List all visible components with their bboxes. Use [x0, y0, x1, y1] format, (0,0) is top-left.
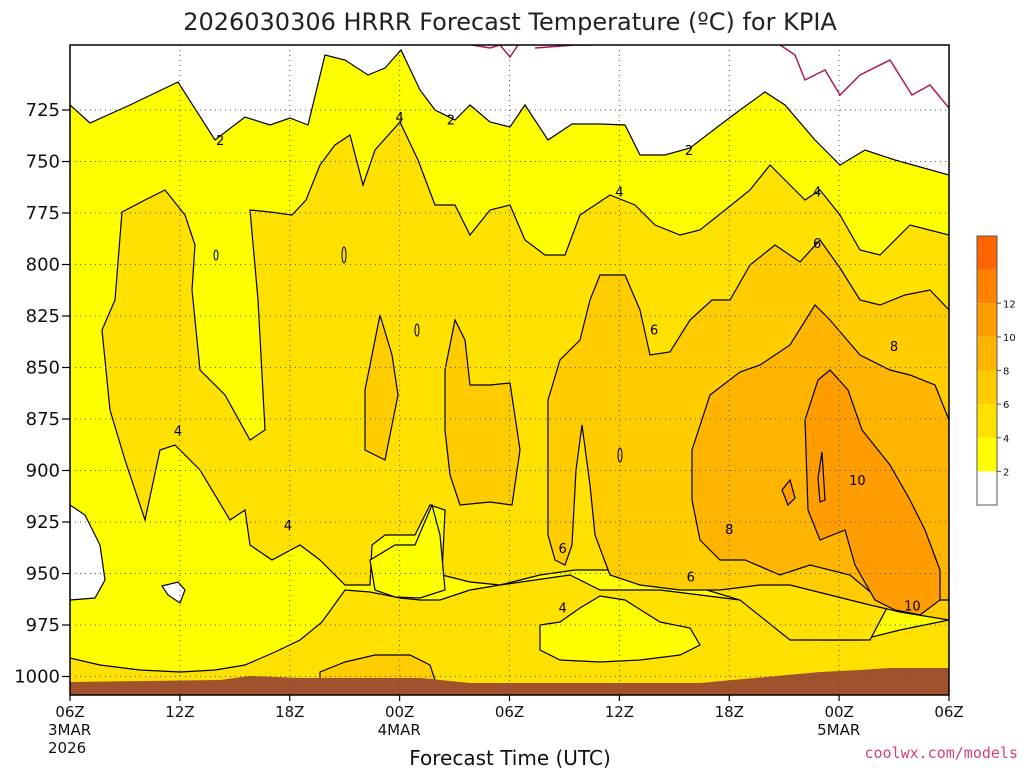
band-10c — [804, 369, 941, 616]
band-6c-pocket-a — [364, 314, 399, 461]
contour-label: 2 — [216, 134, 224, 149]
y-tick-label: 875 — [26, 409, 60, 430]
band-2c-pocket — [369, 503, 446, 599]
contour-label: 6 — [687, 571, 695, 586]
x-tick-sublabel: 5MAR — [817, 721, 860, 739]
freezing-line-2 — [779, 45, 949, 109]
legend-swatch — [977, 471, 997, 505]
x-tick-label: 06Z — [934, 703, 963, 721]
contour-label: 2 — [447, 113, 455, 128]
x-tick-sublabel: 3MAR — [48, 721, 91, 739]
contour-label: 6 — [650, 323, 658, 338]
x-tick-label: 06Z — [495, 703, 524, 721]
contour-label: 4 — [174, 424, 182, 439]
contour-label: 10 — [849, 474, 866, 489]
legend-swatch — [977, 370, 997, 405]
legend-swatch — [977, 404, 997, 438]
x-tick-label: 00Z — [824, 703, 853, 721]
y-axis: 725 750 775 800 825 850 875 900 925 950 975 1000 — [14, 100, 70, 688]
legend-swatch — [977, 336, 997, 371]
x-tick-sublabel: 2026 — [48, 739, 86, 757]
contour-label: 6 — [813, 237, 821, 252]
x-tick-sublabel: 4MAR — [378, 721, 421, 739]
legend-tick-label: 2 — [1003, 467, 1009, 478]
gridlines — [70, 45, 949, 695]
y-tick-label: 750 — [26, 152, 60, 173]
y-tick-label: 825 — [26, 306, 60, 327]
contour-label: 4 — [615, 185, 623, 200]
small-contour-d — [617, 447, 623, 463]
y-tick-label: 800 — [26, 255, 60, 276]
band-cold-pocket-2 — [161, 581, 186, 604]
contour-label: 8 — [890, 340, 898, 355]
y-tick-label: 725 — [26, 100, 60, 121]
y-tick-label: 775 — [26, 203, 60, 224]
y-tick-label: 950 — [26, 564, 60, 585]
y-tick-label: 900 — [26, 461, 60, 482]
x-tick-label: 06Z — [55, 703, 84, 721]
legend-tick-label: 12 — [1003, 299, 1016, 310]
contour-label: 2 — [685, 144, 693, 159]
x-tick-label: 18Z — [275, 703, 304, 721]
legend-swatch — [977, 303, 997, 337]
color-legend: 2 4 6 8 10 12 — [976, 235, 1016, 506]
legend-swatch — [977, 437, 997, 472]
x-tick-label: 18Z — [715, 703, 744, 721]
y-tick-label: 975 — [26, 615, 60, 636]
y-tick-label: 850 — [26, 358, 60, 379]
small-contour-a — [213, 249, 219, 261]
credit-text: coolwx.com/models — [864, 744, 1018, 762]
legend-swatch — [977, 269, 997, 304]
small-contour-c — [414, 323, 420, 337]
x-tick-label: 00Z — [385, 703, 414, 721]
plot-area — [70, 45, 949, 695]
legend-swatch — [977, 236, 997, 270]
band-10c-spot — [781, 478, 796, 507]
band-cold-pocket — [70, 504, 106, 601]
x-axis-label: Forecast Time (UTC) — [409, 746, 611, 768]
x-tick-label: 12Z — [165, 703, 194, 721]
contour-label: 4 — [395, 111, 403, 126]
y-tick-label: 1000 — [14, 667, 60, 688]
legend-tick-label: 6 — [1003, 400, 1009, 411]
freezing-line-1 — [471, 45, 590, 59]
contour-label: 8 — [725, 523, 733, 538]
band-10c-sliver — [817, 451, 826, 503]
legend-tick-label: 8 — [1003, 367, 1009, 378]
contour-label: 6 — [558, 542, 566, 557]
band-6c-pocket-b — [444, 318, 521, 506]
contour-label: 4 — [284, 519, 292, 534]
band-2c-pocket-2 — [539, 595, 701, 663]
contour-labels: 2 2 2 4 4 4 4 4 4 6 6 6 6 8 8 10 10 — [174, 111, 921, 616]
y-tick-label: 925 — [26, 512, 60, 533]
x-tick-label: 12Z — [605, 703, 634, 721]
contour-label: 4 — [558, 602, 566, 617]
terrain-fill — [70, 668, 949, 695]
legend-tick-label: 4 — [1003, 434, 1009, 445]
chart-title: 2026030306 HRRR Forecast Temperature (ºC… — [183, 8, 837, 36]
legend-tick-label: 10 — [1003, 333, 1016, 344]
contour-label: 4 — [813, 185, 821, 200]
small-contour-b — [341, 246, 347, 264]
contour-label: 10 — [904, 599, 921, 614]
